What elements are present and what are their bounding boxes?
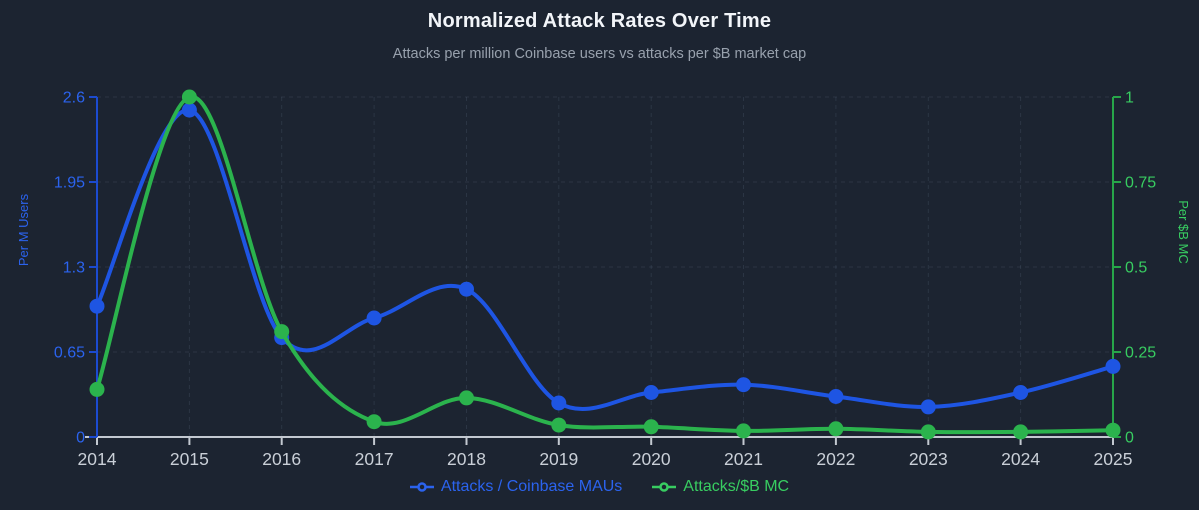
legend-item-label: Attacks/$B MC (683, 478, 790, 495)
data-point-attacks-coinbase-maus-2022[interactable] (828, 389, 844, 404)
data-point-attacks-b-mc-2016[interactable] (274, 324, 290, 340)
data-point-attacks-coinbase-maus-2019[interactable] (551, 395, 567, 411)
x-axis-tick-label-2017: 2017 (355, 449, 394, 469)
x-axis-tick-label-2018: 2018 (447, 449, 486, 469)
data-point-attacks-b-mc-2018[interactable] (459, 390, 474, 406)
x-axis-tick-label-2023: 2023 (909, 449, 948, 469)
data-point-attacks-b-mc-2019[interactable] (551, 417, 567, 433)
data-point-attacks-b-mc-2024[interactable] (1013, 424, 1029, 440)
legend-marker-icon (652, 482, 677, 492)
page-title: Normalized Attack Rates Over Time (427, 10, 772, 32)
data-point-attacks-b-mc-2023[interactable] (920, 424, 936, 440)
x-axis-tick-label-2021: 2021 (724, 449, 763, 469)
data-point-attacks-coinbase-maus-2014[interactable] (89, 298, 105, 314)
legend-marker-icon (409, 482, 434, 492)
left-axis-tick-label-1: 0.65 (54, 345, 85, 362)
legend-item-attacks-coinbase-maus[interactable]: Attacks / Coinbase MAUs (409, 478, 623, 496)
data-point-attacks-b-mc-2021[interactable] (736, 423, 751, 439)
data-point-attacks-coinbase-maus-2015[interactable] (181, 102, 197, 118)
data-point-attacks-coinbase-maus-2025[interactable] (1105, 358, 1121, 374)
page-subtitle: Attacks per million Coinbase users vs at… (392, 46, 807, 62)
data-point-attacks-b-mc-2015[interactable] (181, 89, 197, 105)
data-point-attacks-b-mc-2025[interactable] (1105, 422, 1121, 438)
data-point-attacks-coinbase-maus-2023[interactable] (920, 399, 936, 415)
data-point-attacks-b-mc-2014[interactable] (89, 381, 105, 397)
data-point-attacks-coinbase-maus-2024[interactable] (1013, 385, 1029, 400)
right-axis-tick-label-1: 0.25 (1125, 345, 1156, 362)
chart-header: Normalized Attack Rates Over Time Attack… (0, 0, 1199, 62)
data-point-attacks-b-mc-2020[interactable] (643, 419, 659, 435)
x-axis-tick-label-2024: 2024 (1001, 449, 1040, 469)
left-axis-tick-label-3: 1.95 (54, 175, 85, 192)
x-axis-tick-label-2014: 2014 (78, 449, 117, 469)
left-axis-tick-label-2: 1.3 (63, 260, 85, 277)
data-point-attacks-coinbase-maus-2020[interactable] (643, 385, 659, 400)
right-axis-tick-label-2: 0.5 (1125, 260, 1147, 277)
chart-legend: Attacks / Coinbase MAUs Attacks/$B MC (0, 478, 1199, 496)
left-axis-title: Per M Users (16, 193, 31, 266)
right-axis-tick-label-3: 0.75 (1125, 175, 1156, 192)
x-axis-tick-label-2019: 2019 (539, 449, 578, 469)
x-axis-tick-label-2015: 2015 (170, 449, 209, 469)
legend-item-label: Attacks / Coinbase MAUs (440, 478, 623, 495)
data-point-attacks-coinbase-maus-2017[interactable] (366, 310, 382, 326)
right-axis-tick-label-0: 0 (1125, 430, 1134, 447)
x-axis-tick-label-2022: 2022 (816, 449, 855, 469)
right-axis-title: Per $B MC (1176, 200, 1191, 264)
right-axis-tick-label-4: 1 (1125, 90, 1134, 107)
x-axis-tick-label-2020: 2020 (632, 449, 671, 469)
legend-item-attacks-b-mc[interactable]: Attacks/$B MC (652, 478, 789, 496)
x-axis-tick-label-2025: 2025 (1094, 449, 1133, 469)
data-point-attacks-coinbase-maus-2018[interactable] (459, 281, 474, 297)
series-line-attacks-coinbase-maus (95, 108, 1115, 412)
left-axis-tick-label-4: 2.6 (63, 90, 85, 107)
data-point-attacks-b-mc-2017[interactable] (366, 414, 382, 430)
data-point-attacks-coinbase-maus-2021[interactable] (736, 377, 751, 393)
left-axis-tick-label-0: 0 (76, 430, 85, 447)
data-point-attacks-b-mc-2022[interactable] (828, 421, 844, 437)
x-axis-tick-label-2016: 2016 (262, 449, 301, 469)
